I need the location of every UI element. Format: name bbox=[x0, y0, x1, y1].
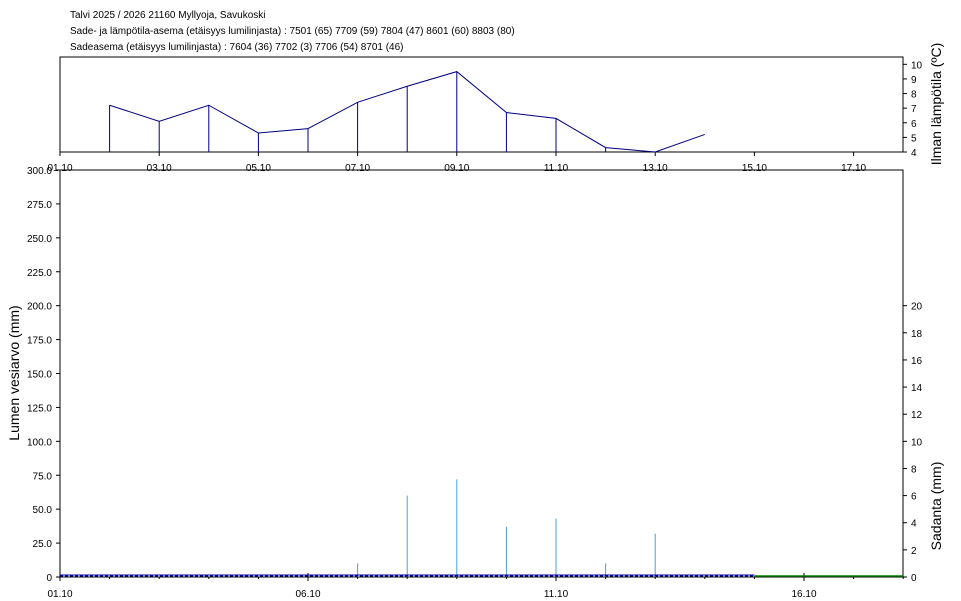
main-x-tick-label: 01.10 bbox=[47, 589, 72, 600]
precipitation-y-tick-label: 8 bbox=[911, 464, 917, 475]
temperature-x-tick-label: 15.10 bbox=[742, 163, 767, 174]
precipitation-y-tick-label: 12 bbox=[911, 410, 923, 421]
temperature-y-tick-label: 5 bbox=[911, 133, 917, 144]
snow-y-tick-label: 200.0 bbox=[27, 302, 52, 313]
snow-y-tick-label: 0 bbox=[46, 573, 52, 584]
temperature-x-tick-label: 01.10 bbox=[47, 163, 72, 174]
temperature-line bbox=[109, 71, 705, 153]
precipitation-y-tick-label: 18 bbox=[911, 329, 923, 340]
precipitation-y-tick-label: 14 bbox=[911, 383, 923, 394]
precipitation-y-tick-label: 16 bbox=[911, 356, 923, 367]
main-x-tick-label: 16.10 bbox=[791, 589, 816, 600]
snow-y-tick-label: 75.0 bbox=[33, 471, 53, 482]
precipitation-y-tick-label: 6 bbox=[911, 492, 917, 503]
temperature-y-tick-label: 9 bbox=[911, 75, 917, 86]
temperature-x-tick-label: 17.10 bbox=[841, 163, 866, 174]
snow-y-tick-label: 150.0 bbox=[27, 370, 52, 381]
precipitation-y-tick-label: 4 bbox=[911, 519, 917, 530]
temperature-x-tick-label: 03.10 bbox=[147, 163, 172, 174]
temperature-x-tick-label: 07.10 bbox=[345, 163, 370, 174]
temperature-y-tick-label: 7 bbox=[911, 104, 917, 115]
snow-axis-label: Lumen vesiarvo (mm) bbox=[6, 305, 22, 440]
main-x-tick-label: 06.10 bbox=[295, 589, 320, 600]
temperature-x-tick-label: 11.10 bbox=[544, 163, 569, 174]
main-x-tick-label: 11.10 bbox=[544, 589, 569, 600]
temperature-axis-label: Ilman lämpötila (ºC) bbox=[928, 43, 944, 166]
precipitation-y-tick-label: 20 bbox=[911, 302, 923, 313]
precipitation-y-tick-label: 2 bbox=[911, 546, 917, 557]
temperature-x-tick-label: 09.10 bbox=[444, 163, 469, 174]
precipitation-y-tick-label: 10 bbox=[911, 437, 923, 448]
temperature-y-tick-label: 4 bbox=[911, 148, 917, 159]
precipitation-y-tick-label: 0 bbox=[911, 573, 917, 584]
station-list-precipitation: Sadeasema (etäisyys lumilinjasta) : 7604… bbox=[70, 42, 404, 53]
temperature-y-tick-label: 10 bbox=[911, 60, 923, 71]
snow-y-tick-label: 250.0 bbox=[27, 234, 52, 245]
temperature-y-tick-label: 6 bbox=[911, 119, 917, 130]
snow-y-tick-label: 300.0 bbox=[27, 166, 52, 177]
temperature-x-tick-label: 13.10 bbox=[643, 163, 668, 174]
temperature-plot-frame bbox=[59, 56, 904, 153]
snow-y-tick-label: 175.0 bbox=[27, 336, 52, 347]
main-plot-frame bbox=[59, 169, 904, 578]
snow-y-tick-label: 100.0 bbox=[27, 437, 52, 448]
temperature-y-tick-label: 8 bbox=[911, 90, 917, 101]
chart-title: Talvi 2025 / 2026 21160 Myllyoja, Savuko… bbox=[70, 10, 266, 21]
precipitation-axis-label: Sadanta (mm) bbox=[928, 462, 944, 551]
snow-y-tick-label: 225.0 bbox=[27, 268, 52, 279]
snow-y-tick-label: 25.0 bbox=[33, 539, 53, 550]
temperature-x-tick-label: 05.10 bbox=[246, 163, 271, 174]
snow-y-tick-label: 275.0 bbox=[27, 200, 52, 211]
snow-y-tick-label: 125.0 bbox=[27, 403, 52, 414]
snow-y-tick-label: 50.0 bbox=[33, 505, 53, 516]
station-list-temperature: Sade- ja lämpötila-asema (etäisyys lumil… bbox=[70, 26, 515, 37]
